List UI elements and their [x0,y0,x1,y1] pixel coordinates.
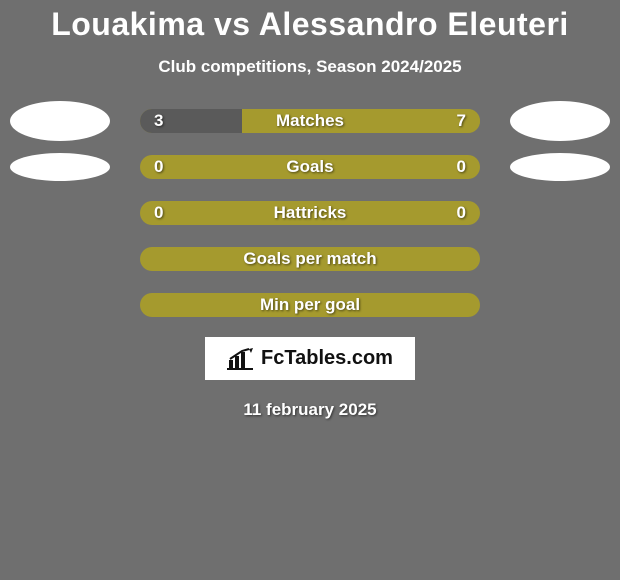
page-title: Louakima vs Alessandro Eleuteri [0,6,620,43]
bar-bg [140,293,480,317]
stat-bar: Matches37 [140,109,480,133]
stat-bar: Hattricks00 [140,201,480,225]
logo-text: FcTables.com [261,347,393,370]
stat-row: Min per goal [0,293,620,317]
bar-left-fill [140,109,242,133]
bar-bg [140,155,480,179]
avatar-left [10,101,110,141]
stat-row: Goals per match [0,247,620,271]
logo-box: FcTables.com [205,337,415,380]
subtitle: Club competitions, Season 2024/2025 [0,57,620,77]
stat-bar: Min per goal [140,293,480,317]
stat-row: Matches37 [0,109,620,133]
bars-icon [227,348,253,370]
stat-bar: Goals00 [140,155,480,179]
page: Louakima vs Alessandro Eleuteri Club com… [0,0,620,580]
stat-rows: Matches37 Goals00 Hattricks00 Goals per mat… [0,109,620,317]
bar-bg [140,247,480,271]
bar-right-fill [242,109,480,133]
bar-bg [140,201,480,225]
date-text: 11 february 2025 [0,400,620,420]
stat-row: Hattricks00 [0,201,620,225]
avatar-right [510,153,610,181]
stat-row: Goals00 [0,155,620,179]
stat-bar: Goals per match [140,247,480,271]
avatar-right [510,101,610,141]
avatar-left [10,153,110,181]
